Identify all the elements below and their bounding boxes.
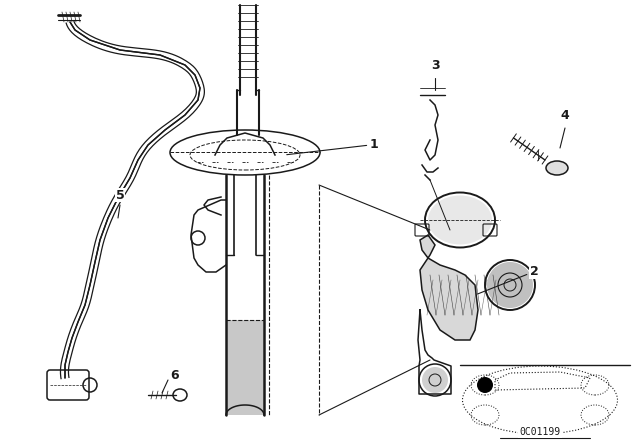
Text: 2: 2: [477, 265, 539, 294]
Ellipse shape: [487, 262, 533, 308]
Text: 1: 1: [287, 138, 379, 155]
Polygon shape: [226, 320, 264, 415]
Text: 3: 3: [431, 59, 439, 72]
Circle shape: [477, 377, 493, 393]
Text: 5: 5: [116, 189, 124, 202]
Ellipse shape: [428, 195, 492, 245]
Ellipse shape: [546, 161, 568, 175]
Circle shape: [422, 367, 448, 393]
Polygon shape: [420, 235, 478, 340]
Text: 4: 4: [561, 108, 570, 121]
Text: 6: 6: [171, 369, 179, 382]
Text: 0C01199: 0C01199: [520, 427, 561, 437]
